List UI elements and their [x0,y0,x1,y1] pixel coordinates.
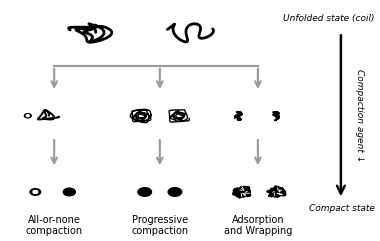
Polygon shape [267,186,286,197]
Circle shape [24,114,31,118]
Circle shape [138,188,152,196]
Circle shape [168,188,182,196]
Polygon shape [233,187,251,198]
Text: Compaction agent ↓: Compaction agent ↓ [355,69,364,162]
Text: Unfolded state (coil): Unfolded state (coil) [283,13,375,23]
Circle shape [63,188,75,196]
Text: Compact state: Compact state [309,204,375,213]
Circle shape [33,190,38,194]
Text: All-or-none
compaction: All-or-none compaction [25,214,83,236]
Circle shape [30,189,41,195]
Text: Adsorption
and Wrapping: Adsorption and Wrapping [224,214,292,236]
Text: Progressive
compaction: Progressive compaction [131,214,188,236]
Circle shape [26,115,29,117]
